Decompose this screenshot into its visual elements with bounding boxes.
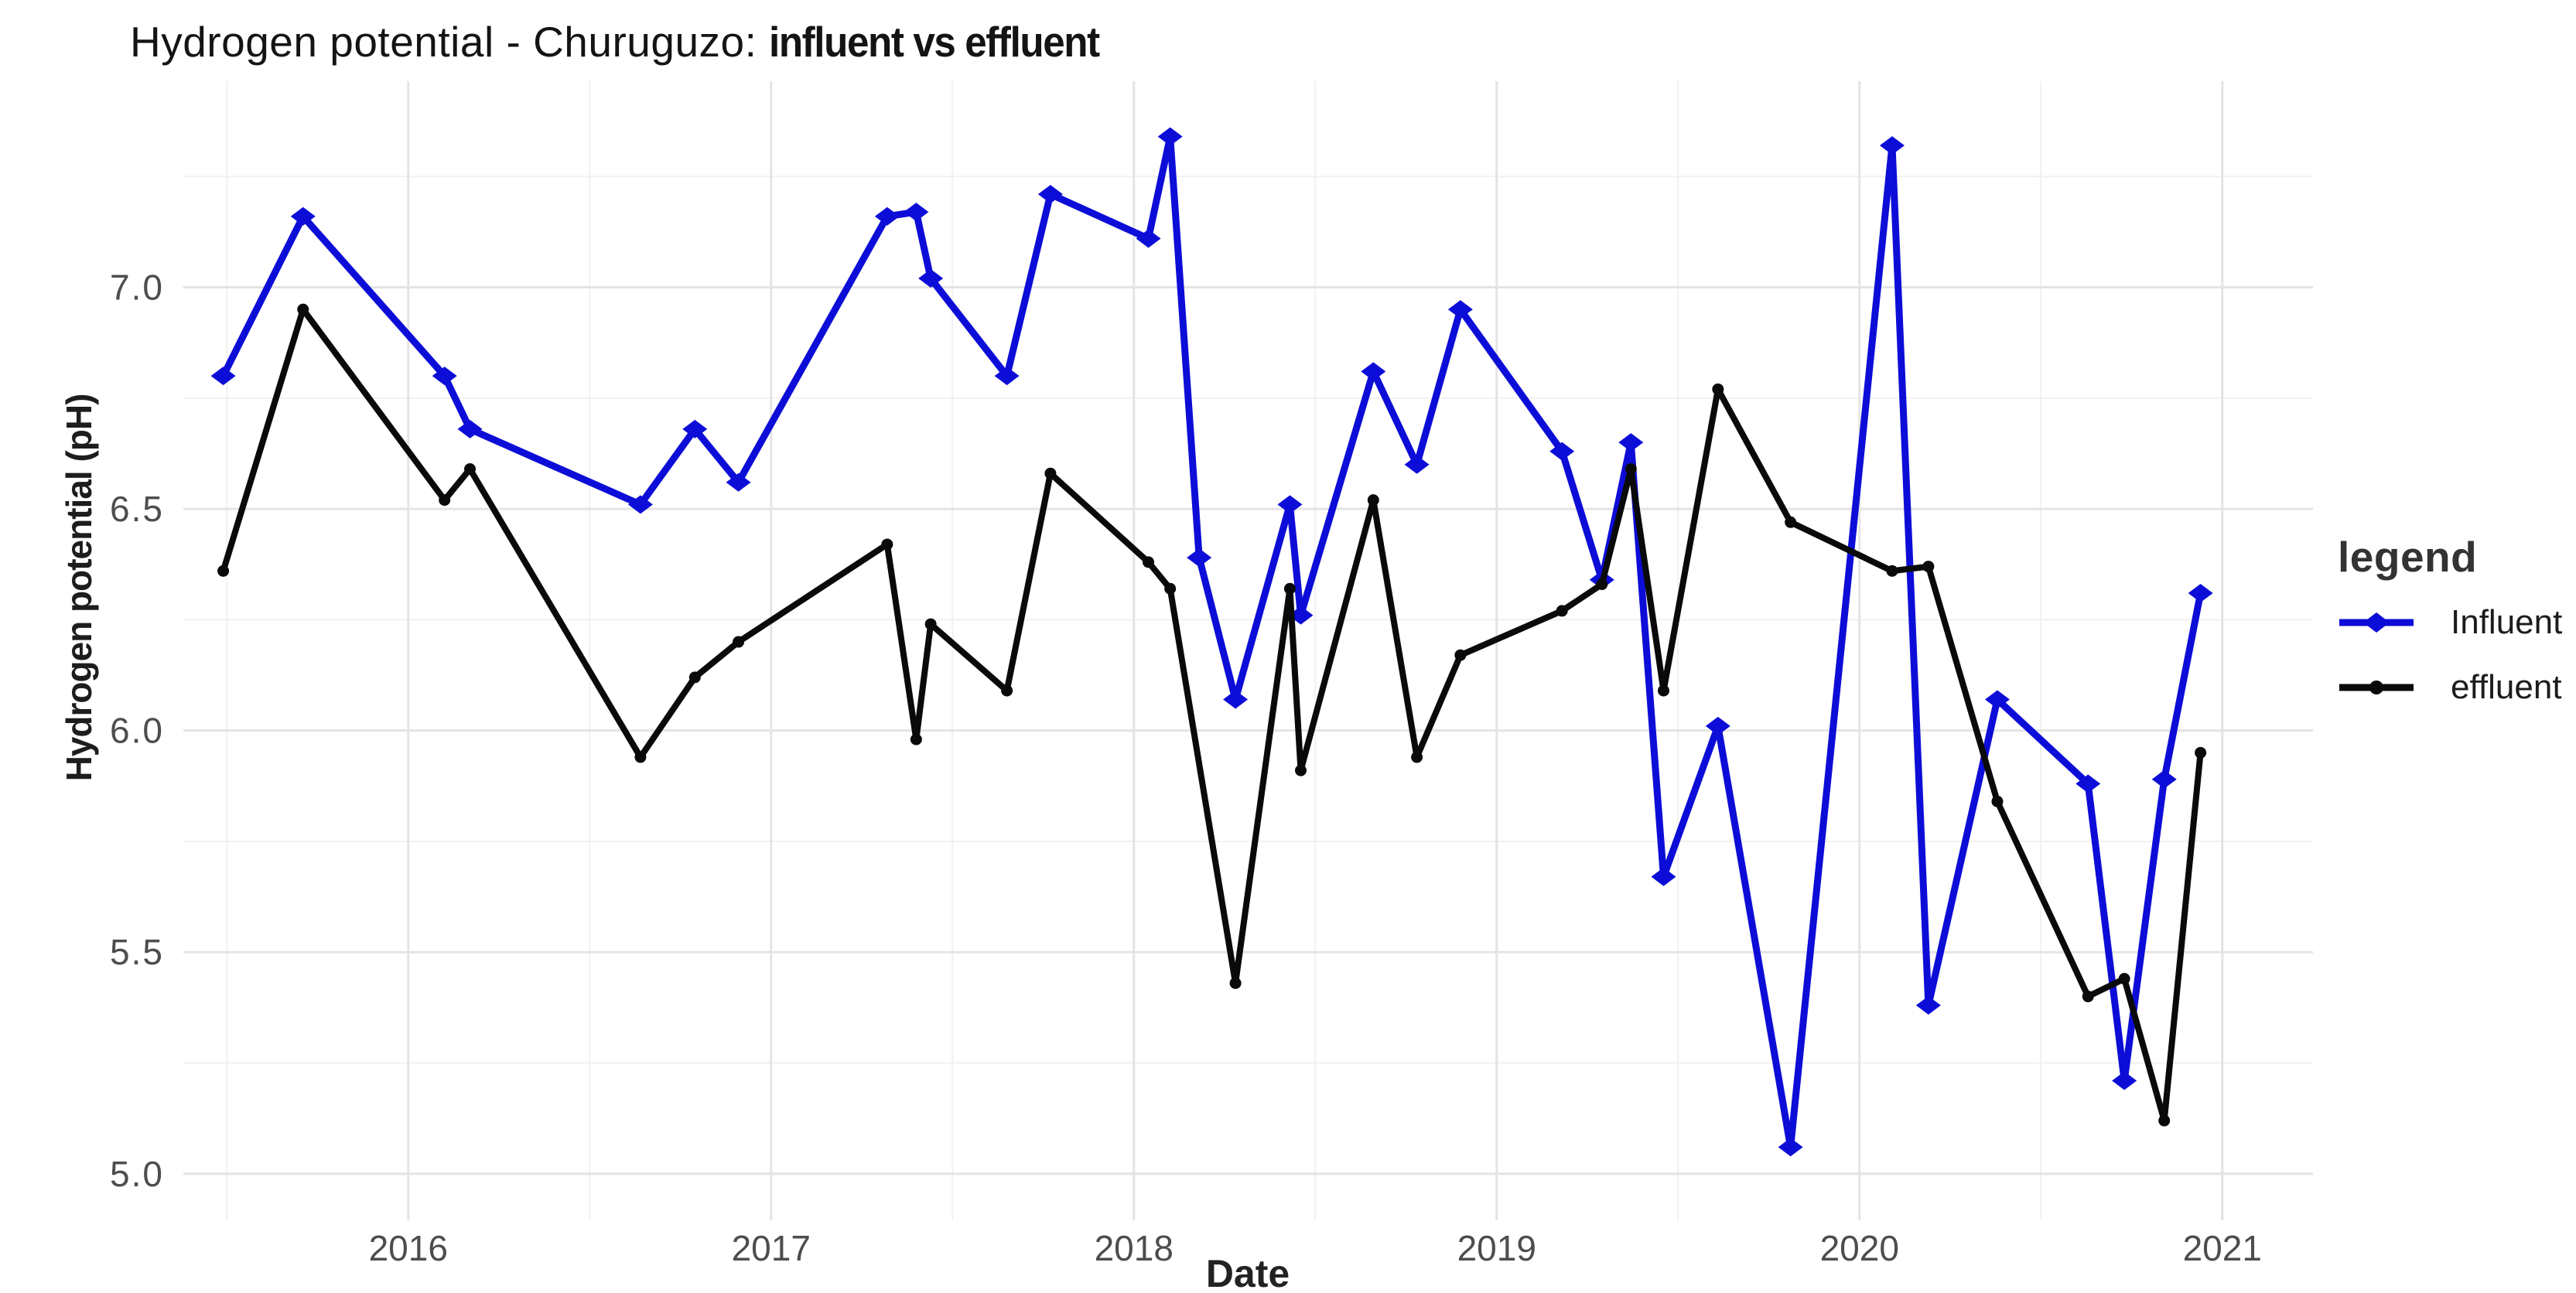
series-marker-effluent xyxy=(634,751,647,763)
series-marker-effluent xyxy=(1596,578,1608,591)
effluent-key-icon xyxy=(2339,681,2414,694)
series-marker-effluent xyxy=(1991,795,2004,807)
legend-label-effluent: effluent xyxy=(2451,668,2562,706)
series-marker-effluent xyxy=(1283,582,1296,595)
series-line-Influent xyxy=(220,133,2205,1151)
series-marker-Influent xyxy=(2188,583,2213,602)
series-marker-effluent xyxy=(924,618,937,630)
x-tick-label: 2021 xyxy=(2183,1228,2262,1268)
series-marker-Influent xyxy=(1404,455,1430,474)
series-marker-Influent xyxy=(1879,136,1905,155)
series-marker-Influent xyxy=(1915,996,1941,1015)
chart-title: Hydrogen potential - Churuguzo: influent… xyxy=(130,17,1124,67)
legend: legend Influent effluent xyxy=(2321,532,2576,733)
y-tick-label: 6.5 xyxy=(110,489,164,529)
series-marker-Influent xyxy=(1157,127,1183,146)
series-marker-effluent xyxy=(1367,494,1379,507)
series-marker-effluent xyxy=(2195,746,2207,759)
chart-title-bold: influent vs effluent xyxy=(769,18,1100,66)
y-tick-label: 5.5 xyxy=(110,932,164,972)
series-marker-Influent xyxy=(994,367,1020,386)
series-marker-Influent xyxy=(726,473,751,492)
series-marker-Influent xyxy=(210,367,236,386)
series-marker-Influent xyxy=(918,269,944,288)
series-marker-effluent xyxy=(1295,764,1307,776)
y-tick-label: 6.0 xyxy=(110,711,164,751)
series-marker-effluent xyxy=(1556,605,1568,617)
series-marker-Influent xyxy=(1984,690,2010,709)
series-marker-Influent xyxy=(1277,495,1303,514)
series-marker-Influent xyxy=(1037,185,1063,204)
series-marker-Influent xyxy=(682,419,708,438)
series-marker-effluent xyxy=(688,671,701,684)
series-marker-effluent xyxy=(1229,977,1242,989)
chart-title-regular: Hydrogen potential - Churuguzo: xyxy=(130,18,770,66)
series-marker-effluent xyxy=(1886,565,1898,577)
y-axis-title: Hydrogen potential (pH) xyxy=(59,394,99,782)
series-marker-Influent xyxy=(1778,1138,1803,1157)
series-marker-Influent xyxy=(1705,716,1730,735)
series-marker-effluent xyxy=(2082,991,2094,1003)
series-marker-effluent xyxy=(733,636,745,648)
series-marker-effluent xyxy=(1625,463,1637,476)
series-marker-effluent xyxy=(464,463,477,476)
series-marker-Influent xyxy=(457,419,483,438)
legend-item-effluent: effluent xyxy=(2338,668,2576,707)
y-tick-label: 5.0 xyxy=(110,1154,164,1194)
series-marker-effluent xyxy=(1411,751,1423,763)
series-marker-Influent xyxy=(1447,300,1473,319)
series-marker-effluent xyxy=(1657,684,1669,697)
series-marker-Influent xyxy=(2151,769,2177,789)
series-marker-effluent xyxy=(1164,582,1177,595)
series-marker-effluent xyxy=(1001,684,1013,697)
series-marker-effluent xyxy=(1712,383,1724,395)
x-tick-label: 2017 xyxy=(732,1228,811,1268)
legend-label-influent: Influent xyxy=(2451,603,2563,641)
series-marker-effluent xyxy=(297,303,309,316)
x-tick-label: 2019 xyxy=(1457,1228,1536,1268)
series-marker-effluent xyxy=(1044,467,1057,479)
y-tick-label: 7.0 xyxy=(110,268,164,308)
series-marker-effluent xyxy=(2118,973,2130,985)
series-marker-Influent xyxy=(290,206,316,226)
series-marker-Influent xyxy=(1136,229,1161,248)
series-marker-effluent xyxy=(439,494,451,507)
series-marker-effluent xyxy=(1143,556,1155,568)
series-marker-Influent xyxy=(1361,362,1386,381)
series-marker-Influent xyxy=(627,495,653,514)
legend-title: legend xyxy=(2338,533,2478,581)
legend-item-influent: Influent xyxy=(2338,603,2576,642)
series-marker-effluent xyxy=(1922,561,1935,573)
series-marker-Influent xyxy=(2112,1071,2137,1090)
series-marker-effluent xyxy=(217,565,230,577)
series-marker-Influent xyxy=(874,206,900,226)
x-tick-label: 2016 xyxy=(369,1228,448,1268)
series-marker-Influent xyxy=(1223,690,1249,709)
x-tick-label: 2020 xyxy=(1820,1228,1899,1268)
series-marker-Influent xyxy=(904,203,929,222)
influent-key-icon xyxy=(2339,612,2414,633)
series-marker-Influent xyxy=(2075,774,2101,793)
x-axis-title: Date xyxy=(1205,1252,1290,1293)
series-marker-effluent xyxy=(1454,649,1467,661)
series-marker-effluent xyxy=(881,538,893,551)
series-marker-effluent xyxy=(2158,1114,2171,1127)
series-marker-effluent xyxy=(910,733,922,745)
series-marker-Influent xyxy=(432,367,457,386)
series-marker-Influent xyxy=(1651,867,1676,886)
x-tick-label: 2018 xyxy=(1095,1228,1174,1268)
series-marker-Influent xyxy=(1187,548,1212,568)
series-marker-effluent xyxy=(1785,516,1797,528)
series-marker-Influent xyxy=(1618,433,1644,452)
series-marker-Influent xyxy=(1549,442,1575,461)
